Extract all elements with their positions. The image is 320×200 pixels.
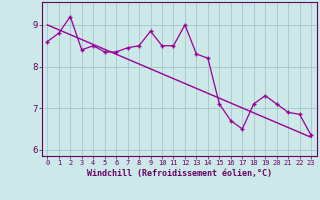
X-axis label: Windchill (Refroidissement éolien,°C): Windchill (Refroidissement éolien,°C) — [87, 169, 272, 178]
